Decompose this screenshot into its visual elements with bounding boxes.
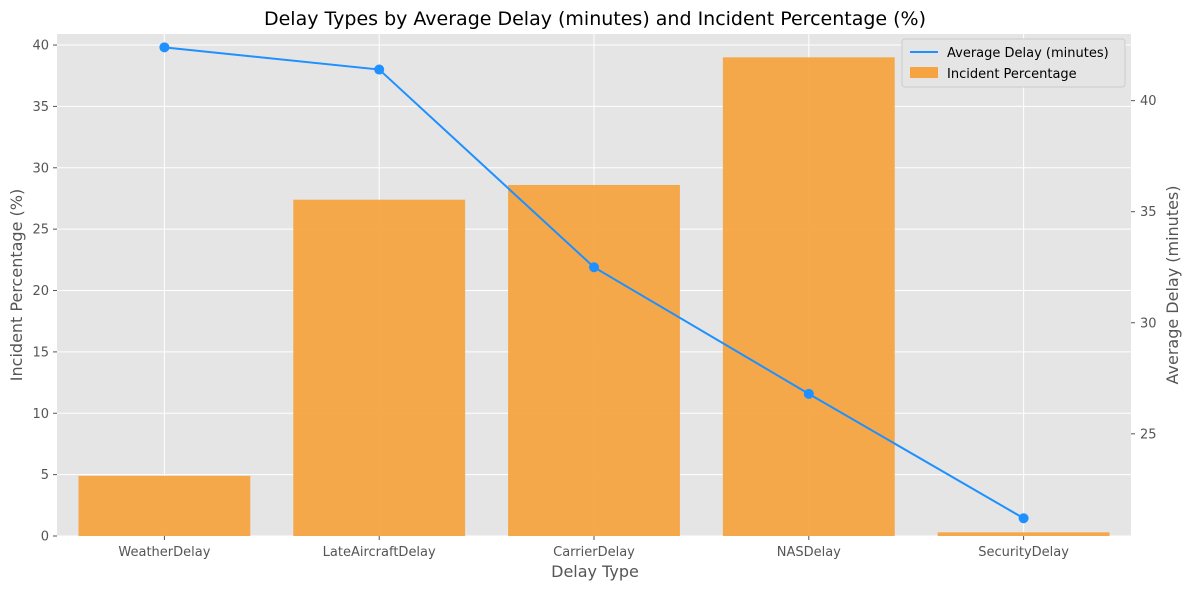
- chart-title: Delay Types by Average Delay (minutes) a…: [264, 8, 926, 30]
- right-tick-label: 40: [1140, 94, 1157, 109]
- legend-label-average-delay: Average Delay (minutes): [947, 46, 1109, 61]
- line-point-WeatherDelay: [159, 42, 170, 53]
- left-tick-label: 0: [41, 530, 49, 545]
- bar-WeatherDelay: [78, 475, 251, 536]
- bar-CarrierDelay: [508, 184, 680, 537]
- line-point-LateAircraftDelay: [374, 64, 385, 75]
- right-tick-label: 30: [1140, 316, 1157, 331]
- bar-NASDelay: [722, 57, 895, 537]
- left-tick-label: 40: [32, 39, 49, 54]
- right-tick-label: 35: [1140, 205, 1157, 220]
- line-point-CarrierDelay: [589, 262, 599, 273]
- average-delay-line: [159, 42, 1029, 524]
- right-axis-label: Average Delay (minutes): [1163, 185, 1182, 384]
- legend-bar-swatch: [910, 67, 938, 78]
- x-tick-label: WeatherDelay: [118, 545, 210, 560]
- legend-label-incident-percentage: Incident Percentage: [947, 67, 1077, 82]
- x-tick-label: NASDelay: [777, 545, 841, 560]
- left-tick-label: 5: [41, 468, 49, 483]
- right-axis: 25 30 35 40: [1131, 94, 1157, 442]
- left-tick-label: 35: [32, 100, 49, 115]
- bar-LateAircraftDelay: [293, 199, 466, 536]
- bars: [78, 57, 1110, 537]
- left-tick-label: 15: [32, 345, 49, 360]
- x-tick-label: CarrierDelay: [553, 545, 635, 560]
- left-tick-label: 10: [32, 407, 49, 422]
- x-tick-label: LateAircraftDelay: [323, 545, 436, 560]
- bar-SecurityDelay: [937, 532, 1110, 536]
- left-axis: 0 5 10 15 20 25 30 35 40: [32, 39, 57, 545]
- x-axis: WeatherDelay LateAircraftDelay CarrierDela…: [118, 536, 1069, 560]
- left-axis-label: Incident Percentage (%): [7, 189, 26, 381]
- x-tick-label: SecurityDelay: [978, 545, 1069, 560]
- legend-box: [901, 38, 1126, 88]
- line-point-NASDelay: [803, 388, 814, 399]
- legend: Average Delay (minutes) Incident Percent…: [901, 38, 1126, 88]
- x-axis-label: Delay Type: [551, 562, 639, 581]
- left-tick-label: 25: [32, 223, 49, 238]
- left-tick-label: 20: [32, 284, 49, 299]
- line-point-SecurityDelay: [1018, 513, 1029, 524]
- left-tick-label: 30: [32, 161, 49, 176]
- right-tick-label: 25: [1140, 427, 1157, 442]
